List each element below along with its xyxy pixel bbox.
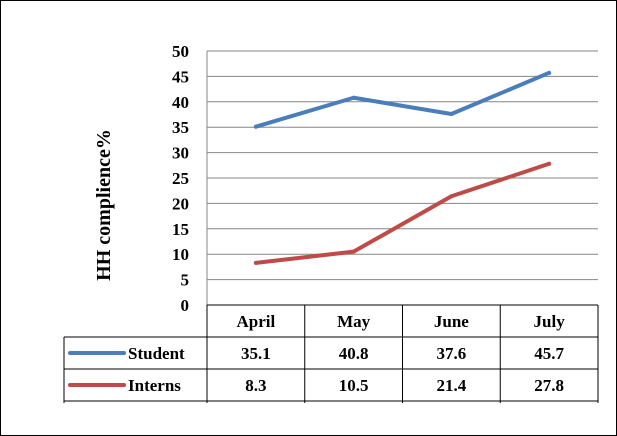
data-point <box>547 161 552 166</box>
table-cell-value: 35.1 <box>241 344 271 363</box>
y-tick-label: 45 <box>172 67 189 86</box>
x-category-label: July <box>534 312 566 331</box>
table-cell-value: 27.8 <box>534 376 564 395</box>
y-tick-label: 25 <box>172 169 189 188</box>
x-category-label: April <box>237 312 276 331</box>
y-tick-label: 15 <box>172 220 189 239</box>
table-cell-value: 21.4 <box>437 376 467 395</box>
table-cell-value: 10.5 <box>339 376 369 395</box>
x-category-label: May <box>337 312 371 331</box>
y-tick-label: 10 <box>172 245 189 264</box>
y-tick-label: 40 <box>172 93 189 112</box>
table-cell-value: 37.6 <box>437 344 467 363</box>
data-point <box>253 260 258 265</box>
series-line-student <box>253 70 552 129</box>
y-tick-label: 35 <box>172 118 189 137</box>
series-lines <box>253 70 552 265</box>
data-point <box>253 124 258 129</box>
series-line-interns <box>253 161 552 265</box>
legend-label: Student <box>128 344 185 363</box>
data-point <box>351 95 356 100</box>
y-tick-label: 50 <box>172 42 189 61</box>
y-tick-label: 0 <box>181 296 190 315</box>
x-category-label: June <box>434 312 469 331</box>
y-axis-label: HH complience% <box>93 129 115 281</box>
data-point <box>351 249 356 254</box>
data-table: April May June July Student 35.1 40.8 37.6 45.7 I… <box>63 304 599 403</box>
table-cell-value: 40.8 <box>339 344 369 363</box>
y-tick-label: 30 <box>172 144 189 163</box>
data-point <box>547 70 552 75</box>
data-point <box>449 194 454 199</box>
data-point <box>449 111 454 116</box>
y-tick-label: 20 <box>172 194 189 213</box>
gridlines <box>206 50 598 306</box>
table-cell-value: 45.7 <box>534 344 564 363</box>
legend-label: Interns <box>128 376 181 395</box>
y-tick-label: 5 <box>181 271 190 290</box>
table-cell-value: 8.3 <box>245 376 266 395</box>
y-axis-ticks: 0 5 10 15 20 25 30 35 40 45 50 <box>172 42 189 315</box>
